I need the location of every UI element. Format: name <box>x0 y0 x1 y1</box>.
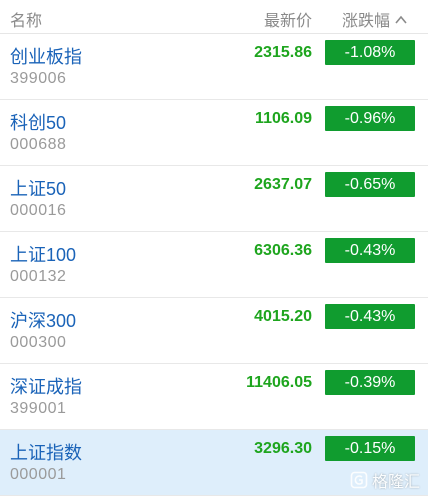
index-name: 沪深300 <box>10 311 77 331</box>
index-code: 000300 <box>10 334 67 351</box>
table-row[interactable]: 深证成指 399001 11406.05 -0.39% <box>0 364 428 430</box>
index-name: 上证100 <box>10 245 77 265</box>
change-badge: -0.43% <box>325 238 415 263</box>
index-price: 1106.09 <box>255 110 312 127</box>
index-price: 11406.05 <box>246 374 312 391</box>
table-row[interactable]: 沪深300 000300 4015.20 -0.43% <box>0 298 428 364</box>
header-name: 名称 <box>10 13 43 30</box>
change-badge: -0.43% <box>325 304 415 329</box>
change-badge: -0.39% <box>325 370 415 395</box>
table-row-selected[interactable]: 上证指数 000001 3296.30 -0.15% <box>0 430 428 496</box>
table-row[interactable]: 上证50 000016 2637.07 -0.65% <box>0 166 428 232</box>
header-price: 最新价 <box>263 13 312 30</box>
index-price: 2315.86 <box>254 44 312 61</box>
index-code: 000001 <box>10 466 67 483</box>
change-badge: -0.65% <box>325 172 415 197</box>
header-change-label: 涨跌幅 <box>342 13 391 30</box>
index-name: 上证指数 <box>10 443 82 463</box>
chevron-up-icon <box>395 15 407 24</box>
index-code: 000688 <box>10 136 67 153</box>
gelonghui-logo-icon <box>350 471 368 489</box>
index-code: 000016 <box>10 202 67 219</box>
index-price: 6306.36 <box>254 242 312 259</box>
index-code: 399006 <box>10 70 67 87</box>
change-badge: -1.08% <box>325 40 415 65</box>
change-badge: -0.96% <box>325 106 415 131</box>
table-row[interactable]: 上证100 000132 6306.36 -0.43% <box>0 232 428 298</box>
index-name: 深证成指 <box>10 377 82 397</box>
index-price: 4015.20 <box>254 308 312 325</box>
index-name: 创业板指 <box>10 47 82 67</box>
table-row[interactable]: 科创50 000688 1106.09 -0.96% <box>0 100 428 166</box>
quote-rows: 创业板指 399006 2315.86 -1.08% 科创50 000688 1… <box>0 34 428 496</box>
header-change-sort[interactable]: 涨跌幅 <box>342 7 408 31</box>
change-badge: -0.15% <box>325 436 415 461</box>
watermark-text: 格隆汇 <box>371 474 420 491</box>
index-code: 399001 <box>10 400 67 417</box>
index-name: 科创50 <box>10 113 67 133</box>
index-code: 000132 <box>10 268 67 285</box>
index-price: 2637.07 <box>254 176 312 193</box>
list-header: 名称 最新价 涨跌幅 <box>0 0 428 34</box>
watermark: 格隆汇 <box>350 468 420 492</box>
index-name: 上证50 <box>10 179 67 199</box>
table-row[interactable]: 创业板指 399006 2315.86 -1.08% <box>0 34 428 100</box>
index-price: 3296.30 <box>254 440 312 457</box>
